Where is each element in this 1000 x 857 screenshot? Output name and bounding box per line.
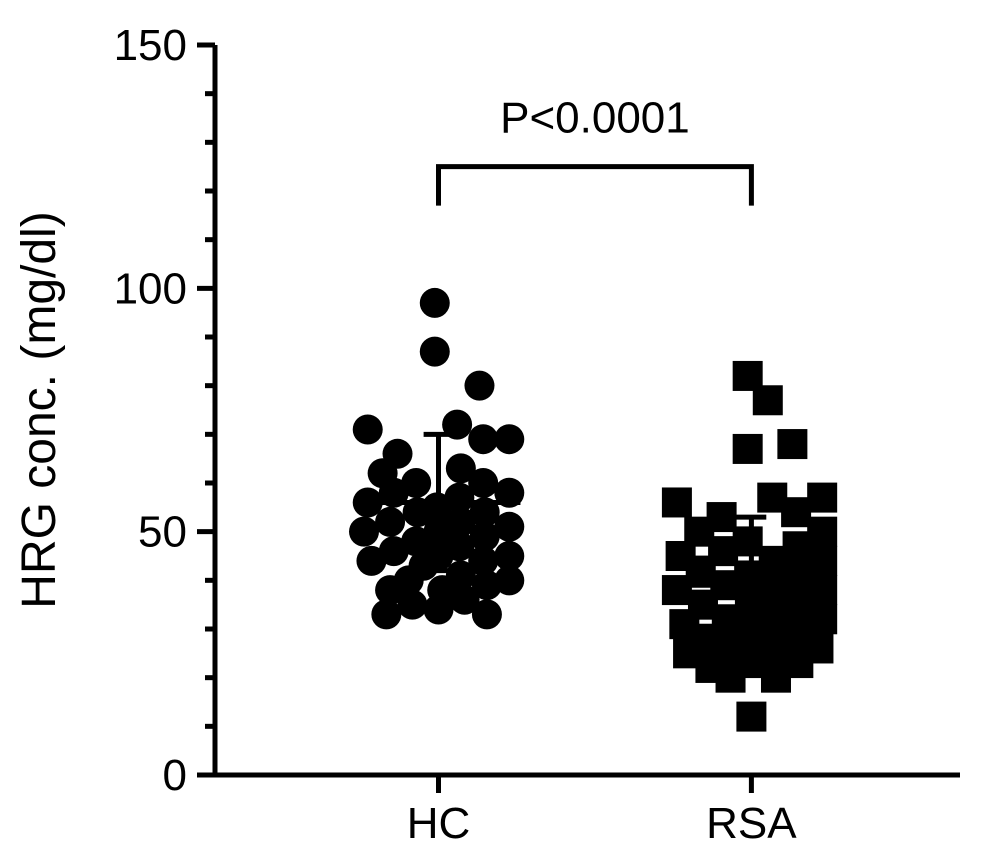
data-point — [371, 599, 401, 629]
data-point — [468, 424, 498, 454]
data-point — [807, 546, 837, 576]
x-category-label: RSA — [706, 799, 797, 848]
p-value-label: P<0.0001 — [500, 93, 690, 142]
data-point — [383, 439, 413, 469]
x-category-label: HC — [407, 799, 471, 848]
data-point — [781, 497, 811, 527]
data-point — [464, 371, 494, 401]
data-point — [494, 424, 524, 454]
scatter-chart: 0 50 100 150 HRG conc. (mg/dl) HC RSA P<0.0001 — [0, 0, 1000, 857]
data-point — [662, 487, 692, 517]
data-point — [375, 507, 405, 537]
data-point — [733, 526, 763, 556]
y-tick-label: 150 — [114, 21, 187, 70]
y-tick-label: 50 — [138, 508, 187, 557]
chart-container: 0 50 100 150 HRG conc. (mg/dl) HC RSA P<0.0001 — [0, 0, 1000, 857]
significance-bracket — [439, 167, 752, 206]
data-point — [401, 468, 431, 498]
data-point — [424, 595, 454, 625]
data-point — [807, 517, 837, 547]
data-point — [807, 575, 837, 605]
data-point — [420, 288, 450, 318]
y-tick-label: 100 — [114, 264, 187, 313]
data-point — [777, 429, 807, 459]
data-point — [494, 512, 524, 542]
data-point — [733, 434, 763, 464]
data-point — [803, 633, 833, 663]
data-point — [753, 385, 783, 415]
data-point — [353, 414, 383, 444]
data-point — [420, 337, 450, 367]
y-tick-label: 0 — [163, 751, 187, 800]
data-point — [807, 483, 837, 513]
data-point — [494, 565, 524, 595]
data-point — [397, 590, 427, 620]
data-point — [736, 702, 766, 732]
data-point — [707, 502, 737, 532]
y-axis-label: HRG conc. (mg/dl) — [13, 211, 66, 608]
data-point — [472, 599, 502, 629]
data-point — [807, 604, 837, 634]
data-point — [468, 468, 498, 498]
data-point — [349, 517, 379, 547]
